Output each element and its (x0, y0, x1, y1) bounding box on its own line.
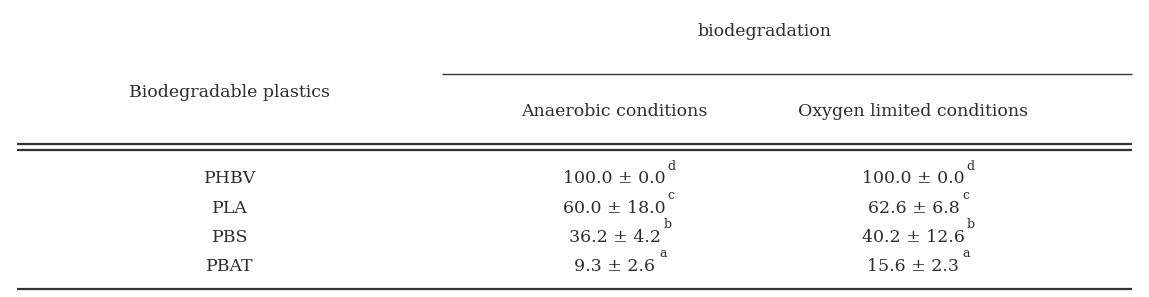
Text: 62.6 ± 6.8: 62.6 ± 6.8 (867, 200, 959, 217)
Text: biodegradation: biodegradation (697, 23, 831, 40)
Text: b: b (966, 218, 974, 231)
Text: c: c (963, 189, 970, 202)
Text: a: a (660, 247, 666, 260)
Text: Anaerobic conditions: Anaerobic conditions (522, 103, 708, 120)
Text: 100.0 ± 0.0: 100.0 ± 0.0 (563, 170, 666, 187)
Text: Oxygen limited conditions: Oxygen limited conditions (799, 103, 1028, 120)
Text: PHBV: PHBV (203, 170, 256, 187)
Text: PBAT: PBAT (206, 258, 254, 275)
Text: b: b (664, 218, 672, 231)
Text: PBS: PBS (211, 229, 248, 246)
Text: PLA: PLA (211, 200, 248, 217)
Text: d: d (966, 160, 974, 173)
Text: 15.6 ± 2.3: 15.6 ± 2.3 (867, 258, 959, 275)
Text: 36.2 ± 4.2: 36.2 ± 4.2 (569, 229, 661, 246)
Text: 9.3 ± 2.6: 9.3 ± 2.6 (574, 258, 655, 275)
Text: d: d (668, 160, 676, 173)
Text: a: a (963, 247, 970, 260)
Text: 40.2 ± 12.6: 40.2 ± 12.6 (862, 229, 965, 246)
Text: 100.0 ± 0.0: 100.0 ± 0.0 (862, 170, 965, 187)
Text: c: c (668, 189, 674, 202)
Text: 60.0 ± 18.0: 60.0 ± 18.0 (563, 200, 666, 217)
Text: Biodegradable plastics: Biodegradable plastics (130, 84, 330, 101)
